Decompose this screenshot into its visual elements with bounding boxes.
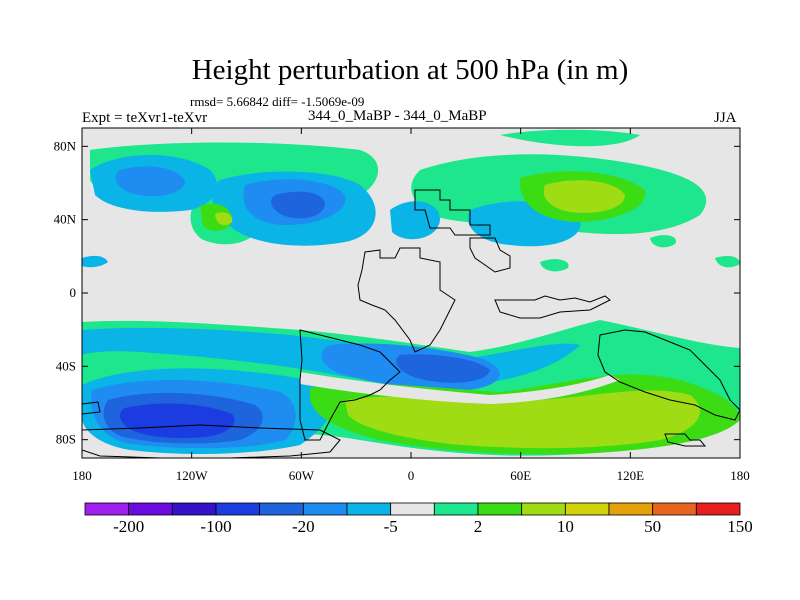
contour-fill-white-gap	[300, 372, 620, 404]
colorbar-swatch	[302, 502, 348, 516]
contour-fill-cyan	[82, 255, 108, 268]
coastlines	[82, 189, 740, 458]
contour-fill-yellow	[543, 180, 625, 213]
colorbar-swatch	[564, 502, 610, 516]
colorbar-swatch	[215, 502, 261, 516]
colorbar-swatch	[84, 502, 130, 516]
experiment-label: Expt = teXvr1-teXvr	[82, 110, 208, 126]
contour-fills	[82, 129, 740, 456]
coastline-asia-island	[494, 295, 611, 319]
contour-fill-green	[650, 235, 676, 248]
coastline-middle-east	[469, 237, 511, 273]
season-label: JJA	[714, 110, 737, 126]
coastline-europe-africa	[414, 189, 491, 236]
chart-title: Height perturbation at 500 hPa (in m)	[191, 54, 629, 86]
colorbar-label: 10	[557, 517, 574, 536]
contour-fill-green	[715, 256, 740, 268]
axes: 180 120W 60W 0 60E 120E 180 80N 40N 0 40S 80S	[54, 128, 750, 483]
colorbar-label: -5	[384, 517, 398, 536]
colorbar-label: 2	[474, 517, 483, 536]
colorbar-label: 50	[644, 517, 661, 536]
colorbar-swatch	[259, 502, 304, 516]
coastline-antarctica	[82, 424, 341, 458]
colorbar-label: -100	[200, 517, 231, 536]
colorbar-swatch	[346, 502, 392, 516]
colorbar-swatch	[128, 502, 173, 516]
contour-fill-green	[540, 259, 569, 272]
colorbar-swatch	[171, 502, 217, 516]
x-tick-label: 60W	[289, 468, 315, 483]
case-label: 344_0_MaBP - 344_0_MaBP	[308, 108, 487, 124]
x-tick-label: 180	[72, 468, 92, 483]
contour-fill-yellow	[215, 212, 233, 226]
x-tick-label: 180	[730, 468, 750, 483]
contour-fill-green	[500, 129, 640, 147]
coastline-africa	[357, 247, 456, 353]
contour-fill-darkblue	[396, 354, 490, 383]
colorbar: -200 -100 -20 -5 2 10 50 150	[84, 502, 753, 536]
contour-fill-yellow	[345, 390, 700, 449]
colorbar-label: -20	[292, 517, 315, 536]
colorbar-swatch	[477, 502, 523, 516]
coastline-south-america	[299, 329, 401, 441]
stats-line: rmsd= 5.66842 diff= -1.5069e-09	[190, 94, 365, 109]
contour-fill-navy	[120, 403, 235, 438]
colorbar-swatch	[433, 502, 479, 516]
colorbar-label: 150	[727, 517, 753, 536]
coastline-pacific-island	[664, 433, 707, 447]
y-tick-label: 40S	[56, 358, 76, 373]
contour-fill-blue	[115, 166, 185, 197]
contour-fill-cyan	[390, 201, 440, 240]
contour-fill-darkblue	[270, 191, 325, 219]
colorbar-swatch	[695, 502, 741, 516]
y-tick-label: 80S	[56, 432, 76, 447]
colorbar-swatch	[608, 502, 654, 516]
colorbar-swatch	[521, 502, 566, 516]
colorbar-swatch	[652, 502, 697, 516]
coastline-australia	[597, 329, 740, 421]
x-tick-label: 60E	[510, 468, 531, 483]
colorbar-label: -200	[113, 517, 144, 536]
coastline-dateline-island	[82, 401, 101, 415]
x-tick-label: 120E	[617, 468, 645, 483]
y-tick-label: 80N	[54, 138, 77, 153]
x-tick-label: 0	[408, 468, 415, 483]
y-tick-label: 40N	[54, 212, 77, 227]
x-tick-label: 120W	[176, 468, 209, 483]
y-tick-label: 0	[70, 285, 77, 300]
colorbar-swatch	[390, 502, 435, 516]
